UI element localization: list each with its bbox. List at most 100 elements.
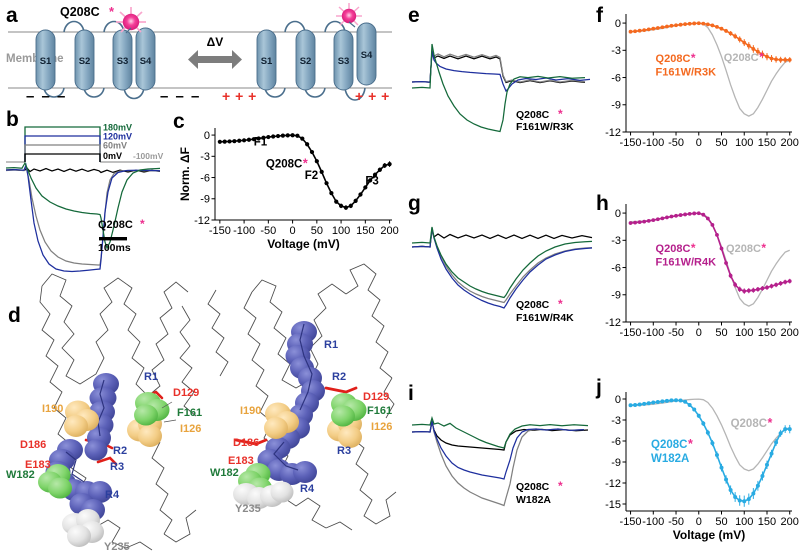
panel-j-chart: 0 -3 -6 -9 -12 -15 -150 -100 -50 0 50 100 150 200 Q208… bbox=[605, 392, 799, 542]
residue-label-r3-left: R3 bbox=[110, 461, 124, 473]
x-tick-label: -150 bbox=[620, 327, 642, 339]
y-tick-label: -12 bbox=[605, 127, 621, 139]
x-tick-label: 100 bbox=[735, 137, 753, 149]
x-tick-label: -150 bbox=[209, 225, 231, 237]
residue-label-r2-right: R2 bbox=[332, 371, 346, 383]
panel-h-label: h bbox=[596, 192, 609, 215]
panel-i-label-line1: Q208C bbox=[516, 481, 550, 493]
chart-annotation: F161W/R3K bbox=[656, 67, 717, 79]
chart-annotation: Q208C bbox=[656, 53, 691, 65]
delta-v-arrow bbox=[188, 50, 242, 69]
panel-i-label-star: * bbox=[558, 479, 563, 493]
x-tick-label: -100 bbox=[642, 137, 664, 149]
x-tick-label: 150 bbox=[758, 327, 776, 339]
residue-label-i126-right: I126 bbox=[371, 421, 392, 433]
x-tick-label: -100 bbox=[233, 225, 255, 237]
scalebar-group: 100ms bbox=[98, 237, 131, 254]
residue-label-d186-right: D186 bbox=[233, 437, 259, 449]
annotation-star: * bbox=[691, 51, 696, 65]
x-tick-label: 200 bbox=[380, 225, 398, 237]
x-tick-label: 100 bbox=[735, 327, 753, 339]
trace-g-green bbox=[411, 226, 593, 299]
segment-label-s1: S1 bbox=[40, 56, 52, 67]
residue-labels-right: R1 R2 D129 F161 I126 I190 D186 E183 W182… bbox=[210, 339, 392, 515]
panel-e: e Q208C * F161W/R3K bbox=[400, 0, 600, 133]
chart-annotation: Q208C bbox=[726, 243, 761, 255]
x-tick-label: -50 bbox=[668, 137, 684, 149]
x-tick-label: 0 bbox=[290, 225, 296, 237]
data-markers bbox=[217, 133, 392, 210]
annotation-star: * bbox=[761, 241, 766, 255]
residue-label-r1-right: R1 bbox=[324, 339, 338, 351]
trace-i-grey bbox=[411, 419, 585, 507]
panel-j-label: j bbox=[596, 376, 602, 399]
panel-j: j 0 -3 -6 -9 -12 -15 -150 -100 -50 0 50 100 150 200 Q2… bbox=[596, 376, 800, 557]
residue-label-r1-left: R1 bbox=[144, 371, 158, 383]
y-tick-label: 0 bbox=[615, 208, 621, 220]
trace-e-blue bbox=[411, 50, 591, 93]
chart-annotation: Q208C bbox=[266, 159, 302, 171]
y-tick-label: -3 bbox=[611, 45, 621, 57]
annotation-star: * bbox=[759, 50, 764, 64]
x-tick-label: -100 bbox=[642, 516, 664, 528]
y-tick-label: -9 bbox=[611, 290, 621, 302]
residue-label-i126-left: I126 bbox=[180, 423, 201, 435]
segment-label-s4: S4 bbox=[140, 56, 152, 67]
data-markers bbox=[628, 398, 792, 504]
structure-right: R1 R2 D129 F161 I126 I190 D186 E183 W182… bbox=[207, 263, 397, 531]
panel-h: h 0 -3 -6 -9 -12 -150 -100 -50 0 50 100 150 200 Q208C… bbox=[596, 190, 800, 352]
panel-i-label: i bbox=[408, 382, 414, 405]
x-tick-label: -100 bbox=[642, 327, 664, 339]
panel-g-label-line1: Q208C bbox=[516, 299, 550, 311]
panel-a: a Membrane bbox=[0, 0, 400, 110]
residue-label-d129-right: D129 bbox=[363, 391, 389, 403]
chart-annotation: Q208C bbox=[651, 439, 687, 451]
q208c-star: * bbox=[109, 4, 115, 19]
y-tick-label: 0 bbox=[615, 394, 621, 406]
y-tick-label: 0 bbox=[204, 130, 210, 142]
panel-d-label: d bbox=[8, 304, 21, 327]
x-tick-label: 100 bbox=[735, 516, 753, 528]
charges-right-outer: + + + bbox=[355, 88, 390, 104]
x-tick-label: 50 bbox=[715, 516, 727, 528]
segment-label-s4-right: S4 bbox=[361, 50, 373, 61]
y-tick-label: -12 bbox=[605, 317, 621, 329]
panel-b: b 180mV 120mV 60mV 0mV -100mV bbox=[0, 108, 170, 273]
x-tick-label: 0 bbox=[696, 516, 702, 528]
trace-g-blue bbox=[411, 227, 593, 309]
panel-g-label-line2: F161W/R4K bbox=[516, 312, 574, 324]
trace-i-blue bbox=[411, 420, 585, 480]
delta-v-group: ΔV bbox=[188, 35, 242, 69]
annotation-star: * bbox=[303, 157, 308, 171]
panel-i-trace-label: Q208C * W182A bbox=[516, 479, 563, 506]
chart-annotation: F161W/R4K bbox=[656, 257, 717, 269]
panel-a-label: a bbox=[6, 4, 18, 27]
x-tick-label: 50 bbox=[715, 137, 727, 149]
x-tick-label: 0 bbox=[696, 327, 702, 339]
label-leader-lines-left bbox=[161, 401, 177, 423]
vsd-right: S1 S2 S3 S4 bbox=[256, 3, 377, 101]
residue-label-y235-right: Y235 bbox=[235, 503, 261, 515]
residue-label-w182-left: W182 bbox=[6, 469, 35, 481]
x-axis-label: Voltage (mV) bbox=[673, 528, 745, 542]
protocol-label-120mv: 120mV bbox=[103, 132, 132, 142]
voltage-protocol: 180mV 120mV 60mV 0mV -100mV bbox=[6, 123, 164, 163]
vsd-left: S1 S2 S3 S4 bbox=[35, 7, 156, 100]
y-tick-label: -9 bbox=[200, 194, 210, 206]
panel-c: c 0 -3 -6 -9 -12 -150 -100 -50 0 50 100 150 200 F1 Q20… bbox=[165, 110, 400, 260]
residue-label-d129-left: D129 bbox=[173, 387, 199, 399]
residue-label-e183-left: E183 bbox=[25, 459, 51, 471]
x-tick-label: -50 bbox=[668, 327, 684, 339]
trace-i-green bbox=[411, 415, 589, 449]
y-tick-label: -6 bbox=[611, 262, 621, 274]
panel-e-label: e bbox=[408, 4, 420, 27]
x-tick-label: 50 bbox=[311, 225, 323, 237]
protocol-label-180mv: 180mV bbox=[103, 123, 132, 133]
x-tick-label: 100 bbox=[332, 225, 350, 237]
arginine-blobs-right bbox=[257, 321, 325, 485]
segment-label-s2-right: S2 bbox=[300, 56, 312, 67]
x-tick-label: 200 bbox=[781, 137, 799, 149]
residue-label-r2-left: R2 bbox=[113, 445, 127, 457]
segment-label-s3: S3 bbox=[117, 56, 129, 67]
